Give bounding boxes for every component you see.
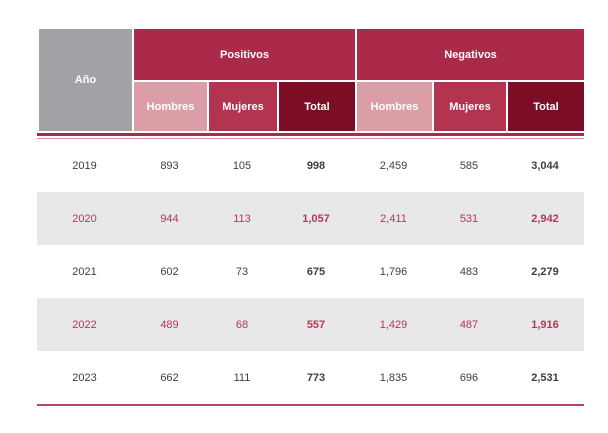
subheader-negativos-mujeres: Mujeres [432,80,508,133]
data-cell: 602 [160,265,179,278]
data-cell: 585 [459,159,479,172]
total-cell: 675 [306,265,326,278]
data-cell: 73 [235,265,249,278]
data-cell: 662 [160,371,179,384]
data-cell: 1,796 [379,265,408,278]
table-row: 2020 944 113 1,057 2,411 531 2,942 [37,192,584,245]
total-cell: 1,916 [506,298,584,351]
total-cell: 2,531 [531,371,559,384]
year-cell: 2019 [72,159,97,172]
table-bottom-rule [37,404,584,406]
subheader-positivos-total: Total [277,80,357,133]
data-cell: 2,411 [355,192,432,245]
subheader-negativos-total: Total [505,80,587,133]
data-cell: 944 [132,192,207,245]
statistics-table: Año Positivos Negativos Hombres Mujeres … [37,27,587,406]
header-separator-thin-line [37,138,584,139]
data-cell: 68 [207,298,277,351]
subheader-negativos-hombres: Hombres [355,80,434,133]
data-cell: 111 [233,371,251,384]
data-cell: 105 [232,159,252,172]
total-cell: 2,942 [506,192,584,245]
data-cell: 487 [432,298,506,351]
data-cell: 531 [432,192,506,245]
total-cell: 1,057 [277,192,355,245]
total-cell: 998 [306,159,326,172]
header-separator-line [37,133,584,136]
year-cell: 2020 [37,192,132,245]
table-row: 2023 662 111 773 1,835 696 2,531 [37,351,584,404]
data-cell: 893 [160,159,179,172]
total-cell: 2,279 [531,265,559,278]
subheader-positivos-hombres: Hombres [132,80,209,133]
year-cell: 2022 [37,298,132,351]
table-row: 2019 893 105 998 2,459 585 3,044 [37,139,584,192]
group-header-negativos: Negativos [354,27,587,82]
table-body: 2019 893 105 998 2,459 585 3,044 2020 94… [37,139,584,404]
table-row: 2022 489 68 557 1,429 487 1,916 [37,298,584,351]
total-cell: 773 [306,371,326,384]
data-cell: 1,429 [355,298,432,351]
total-cell: 3,044 [531,159,559,172]
data-cell: 113 [207,192,277,245]
table-row: 2021 602 73 675 1,796 483 2,279 [37,245,584,298]
year-cell: 2023 [72,371,97,384]
data-cell: 1,835 [379,371,408,384]
year-column-header: Año [37,27,134,133]
table-header: Año Positivos Negativos Hombres Mujeres … [37,27,587,133]
total-cell: 557 [277,298,355,351]
data-cell: 483 [459,265,479,278]
group-header-positivos: Positivos [132,27,357,82]
data-cell: 696 [459,371,479,384]
year-cell: 2021 [72,265,97,278]
data-cell: 489 [132,298,207,351]
subheader-positivos-mujeres: Mujeres [207,80,279,133]
data-cell: 2,459 [379,159,408,172]
